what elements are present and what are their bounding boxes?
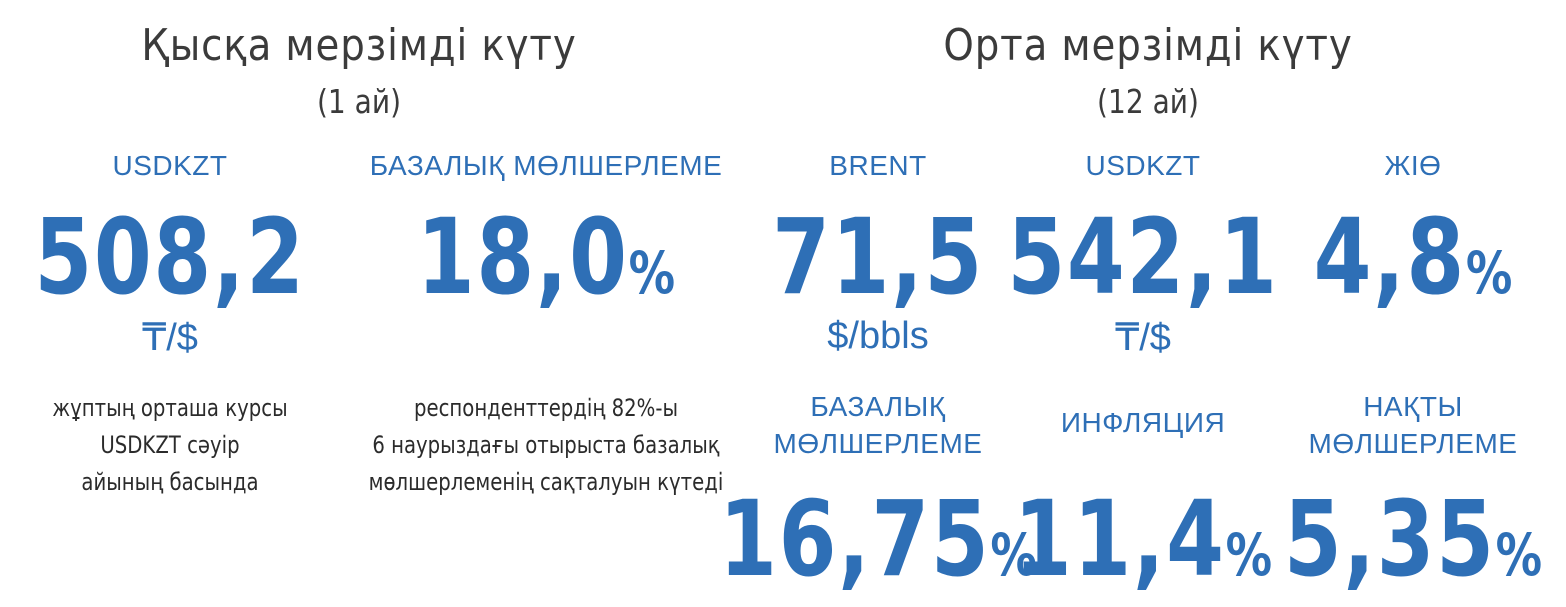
short-base-rate-label: БАЗАЛЫҚ МӨЛШЕРЛЕМЕ [369, 150, 723, 181]
medium-inflation-label: ИНФЛЯЦИЯ [1060, 407, 1226, 438]
medium-gdp-value: 4,8% [1313, 196, 1513, 318]
medium-brent-unit: $/bbls [827, 315, 929, 357]
medium-gdp-label: ЖІӨ [1384, 150, 1442, 181]
medium-usdkzt-unit: ₸/$ [1115, 317, 1171, 359]
medium-usdkzt-label: USDKZT [1085, 150, 1201, 181]
medium-usdkzt-value: 542,1 [1007, 196, 1279, 318]
medium-inflation-value: 11,4% [1013, 478, 1273, 600]
short-base-rate-value: 18,0% [416, 196, 676, 318]
medium-base-rate-value: 16,75% [719, 478, 1037, 600]
short-usdkzt-value: 508,2 [34, 196, 306, 318]
medium-term-title: Орта мерзімді күту [943, 20, 1353, 71]
short-usdkzt-unit: ₸/$ [142, 317, 198, 359]
short-term-title: Қысқа мерзімді күту [141, 20, 577, 71]
medium-real-rate-value: 5,35% [1283, 478, 1543, 600]
medium-base-rate-label: БАЗАЛЫҚ МӨЛШЕРЛЕМЕ [773, 391, 983, 459]
short-usdkzt-note: жұптың орташа курсы USDKZT сәуір айының … [52, 394, 288, 496]
medium-brent-label: BRENT [829, 150, 927, 181]
medium-real-rate-label: НАҚТЫ МӨЛШЕРЛЕМЕ [1308, 391, 1518, 459]
medium-brent-value: 71,5 [772, 196, 984, 318]
short-base-rate-note: респонденттердің 82%-ы 6 наурыздағы отыр… [368, 394, 724, 496]
short-usdkzt-label: USDKZT [112, 150, 228, 181]
short-term-period: (1 ай) [316, 82, 402, 121]
medium-term-period: (12 ай) [1097, 82, 1199, 121]
